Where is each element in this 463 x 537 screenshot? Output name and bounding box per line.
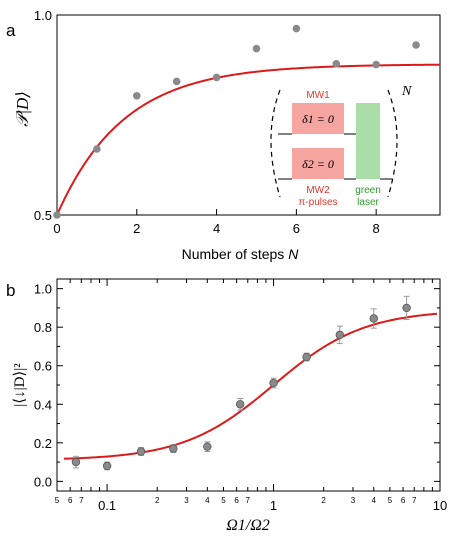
panel-a-x-tick-label: 6 [293, 221, 300, 236]
panel-a-data-points [53, 24, 420, 219]
panel-b-x-axis-label: Ω1/Ω2 [226, 517, 270, 534]
inset-mw1-label: MW1 [306, 90, 330, 101]
panel-b-frame [56, 278, 441, 492]
panel-b-x-minor-tick-label: 2 [321, 496, 326, 505]
panel-b-x-minor-tick-label: 3 [184, 496, 189, 505]
panel-b-x-minor-tick-label: 5 [55, 496, 60, 505]
inset-delta1-label: δ1 = 0 [302, 112, 334, 126]
panel-b-x-minor-tick-label: 4 [205, 496, 210, 505]
panel-b-fit-curve [63, 312, 438, 460]
panel-a-x-axis-label-var: N [288, 246, 299, 262]
panel-a-y-axis-label: 𝒫|D⟩ [13, 91, 32, 127]
panel-b-data-points [71, 295, 411, 471]
inset-green-laser-pulse [356, 103, 380, 179]
panel-b-y-tick-label: 0.8 [34, 320, 52, 335]
panel-b-x-minor-tick-label: 6 [68, 496, 73, 505]
panel-b-x-tick-label: 10 [433, 498, 447, 513]
panel-b-y-tick-label: 0.4 [34, 397, 52, 412]
panel-b-y-tick-label: 0.6 [34, 359, 52, 374]
panel-a-data-point [252, 44, 261, 53]
panel-b-x-minor-tick-label: 6 [401, 496, 406, 505]
panel-b-data-point [102, 461, 112, 471]
panel-b-x-minor-tick-label: 7 [79, 496, 84, 505]
inset-right-bracket [387, 89, 398, 198]
inset-mw1-pulse [292, 103, 344, 134]
panel-a-data-point [292, 24, 301, 33]
panel-b-data-point [235, 400, 245, 409]
panel-a-y-tick-label: 1.0 [34, 8, 52, 23]
inset-mw2-pulse [292, 148, 344, 179]
panel-b-data-point [269, 378, 278, 388]
inset-repeat-label: N [401, 84, 412, 99]
inset-left-bracket [270, 89, 281, 198]
panel-b-x-minor-tick-label: 5 [221, 496, 226, 505]
panel-b-x-minor-tick-label: 7 [412, 496, 417, 505]
panel-a-x-axis-label: Number of steps N [182, 246, 300, 262]
inset-green-label: green [355, 185, 381, 196]
panel-b-x-minor-tick-label: 2 [155, 496, 160, 505]
panel-b-x-tick-label: 0.1 [98, 498, 116, 513]
panel-a-data-point [132, 92, 141, 100]
panel-a-frame [56, 14, 441, 216]
inset-pi-pulses-label: π-pulses [298, 197, 337, 208]
panel-a-x-tick-label: 4 [213, 221, 220, 236]
panel-b-data-point [335, 330, 344, 340]
panel-a-y-ticks: 0.5 1.0 [34, 8, 63, 223]
panel-a-data-point [93, 145, 101, 153]
panel-a-data-point [332, 60, 341, 68]
panel-b-x-minor-tick-label: 4 [372, 496, 377, 505]
panel-b-label: b [6, 281, 15, 300]
panel-b-x-minor-tick-label: 6 [234, 496, 239, 505]
inset-laser-label: laser [357, 197, 379, 208]
panel-a-data-point [372, 60, 380, 69]
panel-b-data-point [302, 352, 311, 362]
panel-b-data-point [402, 303, 411, 313]
panel-b-y-ticks: 0.0 0.2 0.4 0.6 0.8 1.0 [34, 282, 440, 489]
panel-b-data-point [369, 314, 378, 323]
panel-a-data-point [212, 73, 221, 82]
panel-b-x-minor-tick-label: 5 [388, 496, 393, 505]
panel-a-x-tick-label: 2 [133, 221, 140, 236]
panel-b-x-minor-tick-label: 7 [246, 496, 251, 505]
panel-b-data-point [71, 457, 81, 467]
panel-b-x-ticks: 0.1 1 105 6 7 2 3 4 5 6 7 2 3 4 5 6 7 [55, 279, 447, 513]
inset-delta2-label: δ2 = 0 [302, 157, 334, 171]
panel-a-y-tick-label: 0.5 [34, 208, 52, 223]
panel-b-data-point [136, 447, 146, 456]
panel-b-data-point [203, 442, 212, 451]
panel-a-x-axis-label-text: Number of steps [182, 246, 285, 262]
panel-b-y-axis-label: |⟨↓|D⟩|² [12, 363, 28, 407]
panel-b-data-point [169, 444, 178, 453]
panel-b: b 0.00.20.40.60.81.0 0.1 1 105 6 7 2 3 4 5 6 7 2 3 4 5… [6, 278, 447, 534]
panel-b-x-minor-tick-label: 3 [351, 496, 356, 505]
inset-mw2-label: MW2 [306, 185, 330, 196]
panel-a-x-ticks: 0 2 4 6 8 [53, 209, 380, 236]
panel-b-x-tick-label: 1 [270, 498, 277, 513]
panel-b-y-tick-label: 0.0 [34, 474, 52, 489]
panel-a-x-tick-label: 8 [373, 221, 380, 236]
panel-a-data-point [172, 77, 181, 86]
panel-a-data-point [53, 211, 61, 219]
panel-a-data-point [412, 41, 420, 49]
panel-b-y-tick-label: 1.0 [34, 282, 52, 297]
panel-a-inset-pulse-diagram: N MW1 δ1 = 0 δ2 = 0 MW2 π-pulses green l… [270, 84, 412, 208]
panel-a-label: a [6, 21, 16, 40]
panel-a-fit-curve [56, 63, 441, 216]
panel-b-y-tick-label: 0.2 [34, 436, 52, 451]
panel-a-x-tick-label: 0 [53, 221, 60, 236]
